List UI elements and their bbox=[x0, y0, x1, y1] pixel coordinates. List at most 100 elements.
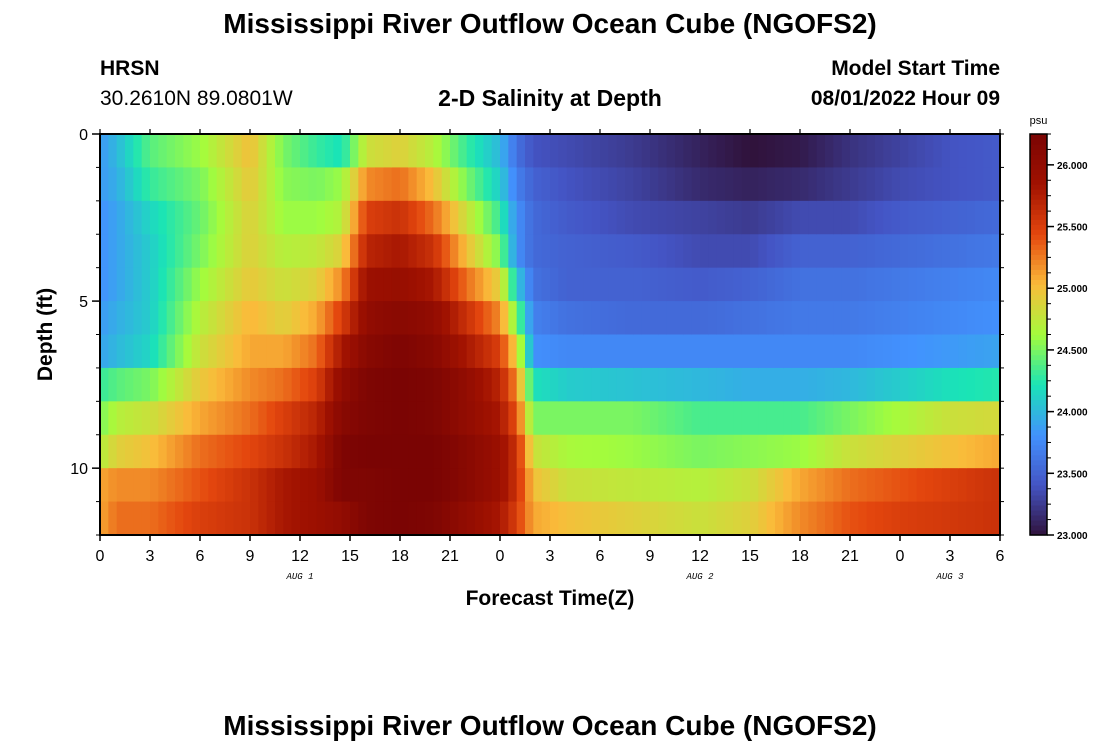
heatmap-cell bbox=[708, 501, 718, 536]
heatmap-cell bbox=[525, 134, 534, 169]
heatmap-cell bbox=[766, 468, 776, 503]
colorbar-segment bbox=[1030, 499, 1047, 506]
heatmap-cell bbox=[625, 501, 634, 536]
heatmap-cell bbox=[875, 367, 884, 402]
heatmap-cell bbox=[325, 367, 334, 402]
colorbar-segment bbox=[1030, 309, 1047, 316]
heatmap-cell bbox=[558, 334, 568, 369]
heatmap-cell bbox=[383, 167, 393, 202]
heatmap-cell bbox=[208, 200, 218, 235]
heatmap-cell bbox=[841, 434, 851, 469]
colorbar-segment bbox=[1030, 274, 1047, 280]
heatmap-cell bbox=[675, 367, 684, 402]
colorbar-segment bbox=[1030, 244, 1047, 250]
heatmap-cell bbox=[566, 134, 576, 169]
heatmap-cell bbox=[525, 167, 534, 202]
heatmap-cell bbox=[991, 334, 1001, 369]
heatmap-cell bbox=[291, 501, 301, 536]
heatmap-cell bbox=[250, 134, 259, 169]
heatmap-cell bbox=[241, 267, 251, 302]
heatmap-cell bbox=[891, 401, 901, 436]
heatmap-cell bbox=[550, 267, 559, 302]
heatmap-cell bbox=[758, 234, 768, 269]
heatmap-cell bbox=[900, 367, 909, 402]
heatmap-cell bbox=[866, 234, 876, 269]
heatmap-cell bbox=[641, 501, 651, 536]
heatmap-cell bbox=[525, 401, 534, 436]
heatmap-cell bbox=[141, 401, 151, 436]
heatmap-cell bbox=[708, 401, 718, 436]
heatmap-cell bbox=[233, 401, 243, 436]
heatmap-cell bbox=[550, 200, 559, 235]
heatmap-cell bbox=[383, 267, 393, 302]
heatmap-cell bbox=[475, 200, 484, 235]
heatmap-cell bbox=[116, 468, 126, 503]
heatmap-cell bbox=[766, 301, 776, 336]
heatmap-cell bbox=[800, 334, 809, 369]
heatmap-cell bbox=[250, 234, 259, 269]
heatmap-cell bbox=[566, 267, 576, 302]
heatmap-cell bbox=[100, 401, 109, 436]
heatmap-cell bbox=[725, 468, 734, 503]
heatmap-cell bbox=[491, 200, 501, 235]
heatmap-cell bbox=[100, 434, 109, 469]
heatmap-cell bbox=[183, 200, 193, 235]
heatmap-cell bbox=[608, 367, 618, 402]
heatmap-cell bbox=[350, 301, 359, 336]
heatmap-cell bbox=[258, 167, 268, 202]
heatmap-cell bbox=[758, 167, 768, 202]
heatmap-cell bbox=[591, 434, 601, 469]
heatmap-cell bbox=[100, 267, 109, 302]
heatmap-cell bbox=[291, 167, 301, 202]
heatmap-cell bbox=[183, 401, 193, 436]
heatmap-cell bbox=[841, 200, 851, 235]
heatmap-cell bbox=[491, 501, 501, 536]
heatmap-cell bbox=[700, 468, 709, 503]
heatmap-cell bbox=[425, 501, 434, 536]
heatmap-cell bbox=[941, 134, 951, 169]
heatmap-cell bbox=[800, 134, 809, 169]
heatmap-cell bbox=[541, 334, 551, 369]
x-tick-label: 21 bbox=[841, 548, 859, 565]
heatmap-cell bbox=[808, 434, 818, 469]
heatmap-cell bbox=[600, 267, 609, 302]
heatmap-cell bbox=[300, 200, 309, 235]
heatmap-cell bbox=[308, 301, 318, 336]
colorbar-segment bbox=[1030, 154, 1047, 160]
colorbar-segment bbox=[1030, 174, 1047, 180]
heatmap-cell bbox=[566, 167, 576, 202]
heatmap-cell bbox=[716, 501, 726, 536]
heatmap-cell bbox=[225, 367, 234, 402]
heatmap-cell bbox=[825, 234, 834, 269]
heatmap-cell bbox=[633, 401, 643, 436]
heatmap-cell bbox=[483, 367, 493, 402]
heatmap-cell bbox=[583, 167, 593, 202]
heatmap-cell bbox=[975, 301, 984, 336]
heatmap-cell bbox=[916, 200, 926, 235]
heatmap-cell bbox=[425, 468, 434, 503]
heatmap-cell bbox=[691, 367, 701, 402]
heatmap-cell bbox=[583, 334, 593, 369]
heatmap-cell bbox=[108, 301, 118, 336]
heatmap-cell bbox=[341, 367, 351, 402]
heatmap-cell bbox=[700, 234, 709, 269]
heatmap-cell bbox=[683, 301, 693, 336]
heatmap-cell bbox=[800, 267, 809, 302]
heatmap-cell bbox=[250, 401, 259, 436]
heatmap-cell bbox=[766, 501, 776, 536]
heatmap-cell bbox=[791, 367, 801, 402]
heatmap-cell bbox=[983, 468, 993, 503]
heatmap-cell bbox=[658, 267, 668, 302]
heatmap-cell bbox=[116, 334, 126, 369]
heatmap-cell bbox=[200, 501, 209, 536]
colorbar-segment bbox=[1030, 514, 1047, 521]
colorbar-segment bbox=[1030, 319, 1047, 326]
heatmap-cell bbox=[175, 367, 184, 402]
heatmap-cell bbox=[808, 401, 818, 436]
heatmap-cell bbox=[150, 367, 159, 402]
heatmap-cell bbox=[291, 234, 301, 269]
heatmap-cell bbox=[708, 134, 718, 169]
heatmap-cell bbox=[950, 401, 959, 436]
heatmap-cell bbox=[841, 234, 851, 269]
heatmap-cell bbox=[358, 134, 368, 169]
